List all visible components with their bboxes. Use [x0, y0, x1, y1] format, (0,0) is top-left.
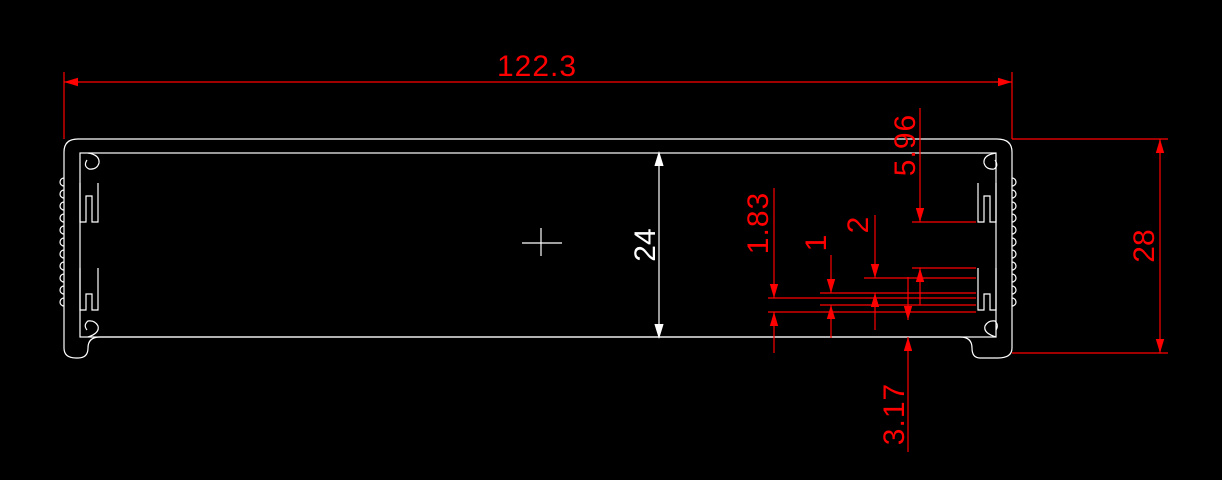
overall-height-label: 28 — [1128, 229, 1161, 262]
slot-width-label: 2 — [842, 217, 875, 234]
dimension-lines — [63, 72, 1168, 452]
aluminum-profile-outline — [59, 138, 1017, 359]
right-wall-details — [977, 152, 1017, 338]
rib-pitch-label: 1.83 — [742, 192, 775, 254]
left-wall-details — [59, 152, 100, 338]
inner-height-label: 24 — [629, 228, 662, 261]
slot-depth-label: 5.96 — [889, 114, 922, 176]
outer-shell — [63, 138, 1013, 359]
center-crosshair — [522, 228, 562, 256]
inner-cavity — [79, 152, 997, 338]
bottom-offset-label: 3.17 — [878, 383, 911, 445]
rib-thickness-label: 1 — [800, 235, 833, 252]
overall-width-label: 122.3 — [497, 50, 577, 83]
